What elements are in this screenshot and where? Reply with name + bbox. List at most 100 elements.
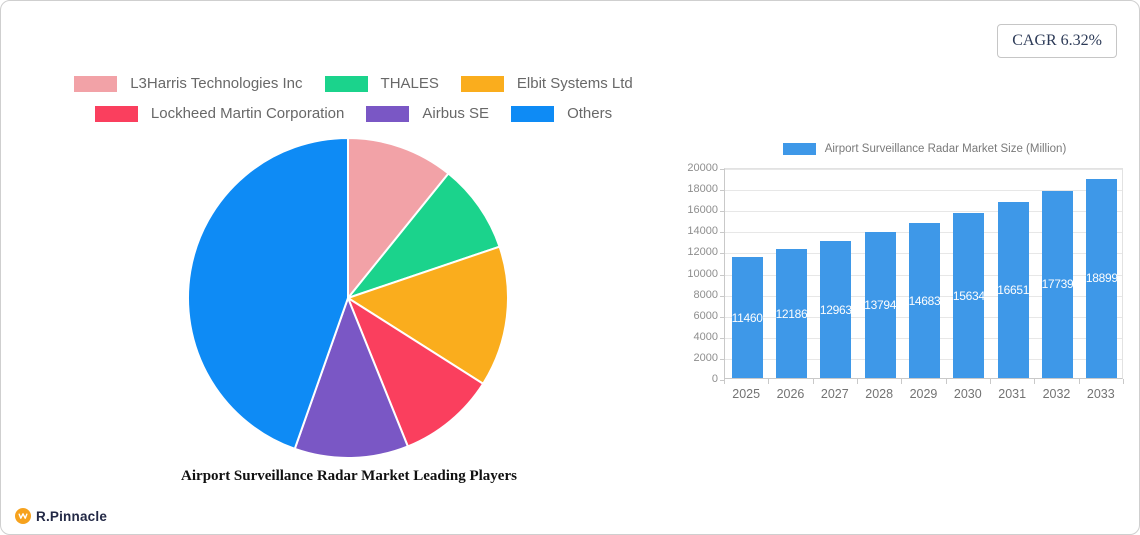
legend-swatch <box>94 105 138 122</box>
y-tick <box>720 274 725 276</box>
x-tick-label: 2026 <box>776 387 805 401</box>
bar-2031[interactable] <box>997 202 1029 378</box>
y-tick-label: 6000 <box>693 309 718 322</box>
x-tick-label: 2031 <box>998 387 1027 401</box>
bar-value-label: 12963 <box>819 302 852 317</box>
x-tick <box>768 379 770 384</box>
legend-item-1[interactable]: THALES <box>324 75 439 92</box>
legend-label: Airbus SE <box>422 105 490 122</box>
legend-swatch <box>511 105 555 122</box>
y-tick <box>720 380 725 381</box>
bar-chart: Airport Surveillance Radar Market Size (… <box>682 143 1127 401</box>
legend-label: Others <box>567 105 613 122</box>
y-tick-label: 0 <box>711 373 718 385</box>
x-tick <box>901 379 903 384</box>
bar-2030[interactable] <box>953 213 985 378</box>
bar-value-label: 12186 <box>775 306 808 321</box>
legend-label: Elbit Systems Ltd <box>516 75 633 92</box>
bar-2029[interactable] <box>909 223 940 378</box>
bar-2027[interactable] <box>820 241 852 378</box>
legend-swatch <box>74 75 118 92</box>
legend-item-0[interactable]: L3Harris Technologies Inc <box>74 75 303 92</box>
x-tick-label: 2033 <box>1086 387 1115 401</box>
legend-item-4[interactable]: Airbus SE <box>366 105 489 122</box>
x-tick <box>1034 379 1036 384</box>
pie-slice-5[interactable] <box>187 137 349 450</box>
bar-value-label: 15634 <box>952 288 985 303</box>
legend-item-5[interactable]: Others <box>511 105 612 122</box>
bar-value-label: 16651 <box>997 283 1030 298</box>
y-tick-label: 14000 <box>687 225 718 238</box>
x-tick-label: 2030 <box>953 387 982 401</box>
x-tick <box>1123 379 1124 384</box>
y-tick <box>720 253 725 255</box>
legend-label: Lockheed Martin Corporation <box>150 105 345 122</box>
x-tick-label: 2028 <box>865 387 894 401</box>
y-tick-label: 10000 <box>687 267 718 280</box>
brand-name: R.Pinnacle <box>36 508 108 524</box>
bar-plot-area: 11460 12186 12963 13794 14683 15634 16651 17739… <box>687 162 1124 401</box>
bar-value-label: 14683 <box>908 293 941 308</box>
pie-slice-2[interactable] <box>347 245 509 385</box>
y-tick-label: 12000 <box>687 246 718 259</box>
cagr-badge: CAGR 6.32% <box>997 24 1117 58</box>
y-tick-label: 16000 <box>687 204 718 217</box>
bar-2032[interactable] <box>1042 190 1073 378</box>
gridline <box>725 211 1122 213</box>
y-tick <box>720 169 725 170</box>
legend-item-2[interactable]: Elbit Systems Ltd <box>460 75 633 92</box>
x-tick <box>857 379 858 384</box>
brand-logo: R.Pinnacle <box>15 508 107 524</box>
bar-chart-legend[interactable]: Airport Surveillance Radar Market Size (… <box>722 143 1127 155</box>
y-tick-label: 18000 <box>687 183 718 196</box>
pie-legend: L3Harris Technologies Inc THALES Elbit Sys… <box>31 75 676 122</box>
y-tick <box>720 295 725 297</box>
pie-slice-3[interactable] <box>347 297 485 448</box>
bar-2025[interactable] <box>731 257 763 378</box>
bar-2026[interactable] <box>776 249 807 378</box>
legend-swatch <box>460 75 504 92</box>
y-tick-label: 2000 <box>693 351 718 364</box>
bar-value-label: 11460 <box>731 310 763 325</box>
legend-label: L3Harris Technologies Inc <box>130 75 303 92</box>
x-tick <box>1078 379 1080 384</box>
x-tick <box>724 379 725 384</box>
bar-plot-grid: 11460 12186 12963 13794 14683 15634 16651 17739… <box>720 168 1123 381</box>
y-tick <box>720 337 725 339</box>
x-tick-label: 2032 <box>1042 387 1071 401</box>
bar-value-label: 13794 <box>864 298 897 313</box>
gridline <box>725 169 1122 170</box>
pie-chart-title: Airport Surveillance Radar Market Leadin… <box>181 468 517 484</box>
bar-legend-label: Airport Surveillance Radar Market Size (… <box>824 143 1067 155</box>
legend-label: THALES <box>380 75 439 92</box>
x-tick-label: 2027 <box>820 387 849 401</box>
pie-slice-1[interactable] <box>347 172 501 299</box>
pie-slice-4[interactable] <box>293 297 409 459</box>
brand-wave-icon <box>15 508 31 524</box>
bar-value-label: 18899 <box>1085 271 1118 286</box>
x-tick <box>990 379 991 384</box>
y-tick-label: 4000 <box>693 330 718 343</box>
y-tick <box>720 211 725 213</box>
pie-chart <box>187 137 509 459</box>
bar-legend-swatch <box>782 143 816 155</box>
y-tick-label: 20000 <box>687 162 718 174</box>
y-tick <box>720 358 725 360</box>
x-tick-label: 2025 <box>732 387 761 401</box>
bar-2028[interactable] <box>864 232 896 378</box>
y-tick <box>720 190 725 192</box>
bar-2033[interactable] <box>1086 178 1118 378</box>
y-tick-label: 8000 <box>693 288 718 301</box>
legend-swatch <box>366 105 410 122</box>
gridline <box>725 190 1122 192</box>
x-tick <box>945 379 947 384</box>
y-tick <box>720 232 725 234</box>
legend-swatch <box>324 75 368 92</box>
bar-value-label: 17739 <box>1041 277 1074 292</box>
x-tick <box>812 379 814 384</box>
legend-item-3[interactable]: Lockheed Martin Corporation <box>94 105 345 122</box>
pie-slice-0[interactable] <box>347 137 450 299</box>
y-tick <box>720 316 725 318</box>
x-tick-label: 2029 <box>909 387 938 401</box>
